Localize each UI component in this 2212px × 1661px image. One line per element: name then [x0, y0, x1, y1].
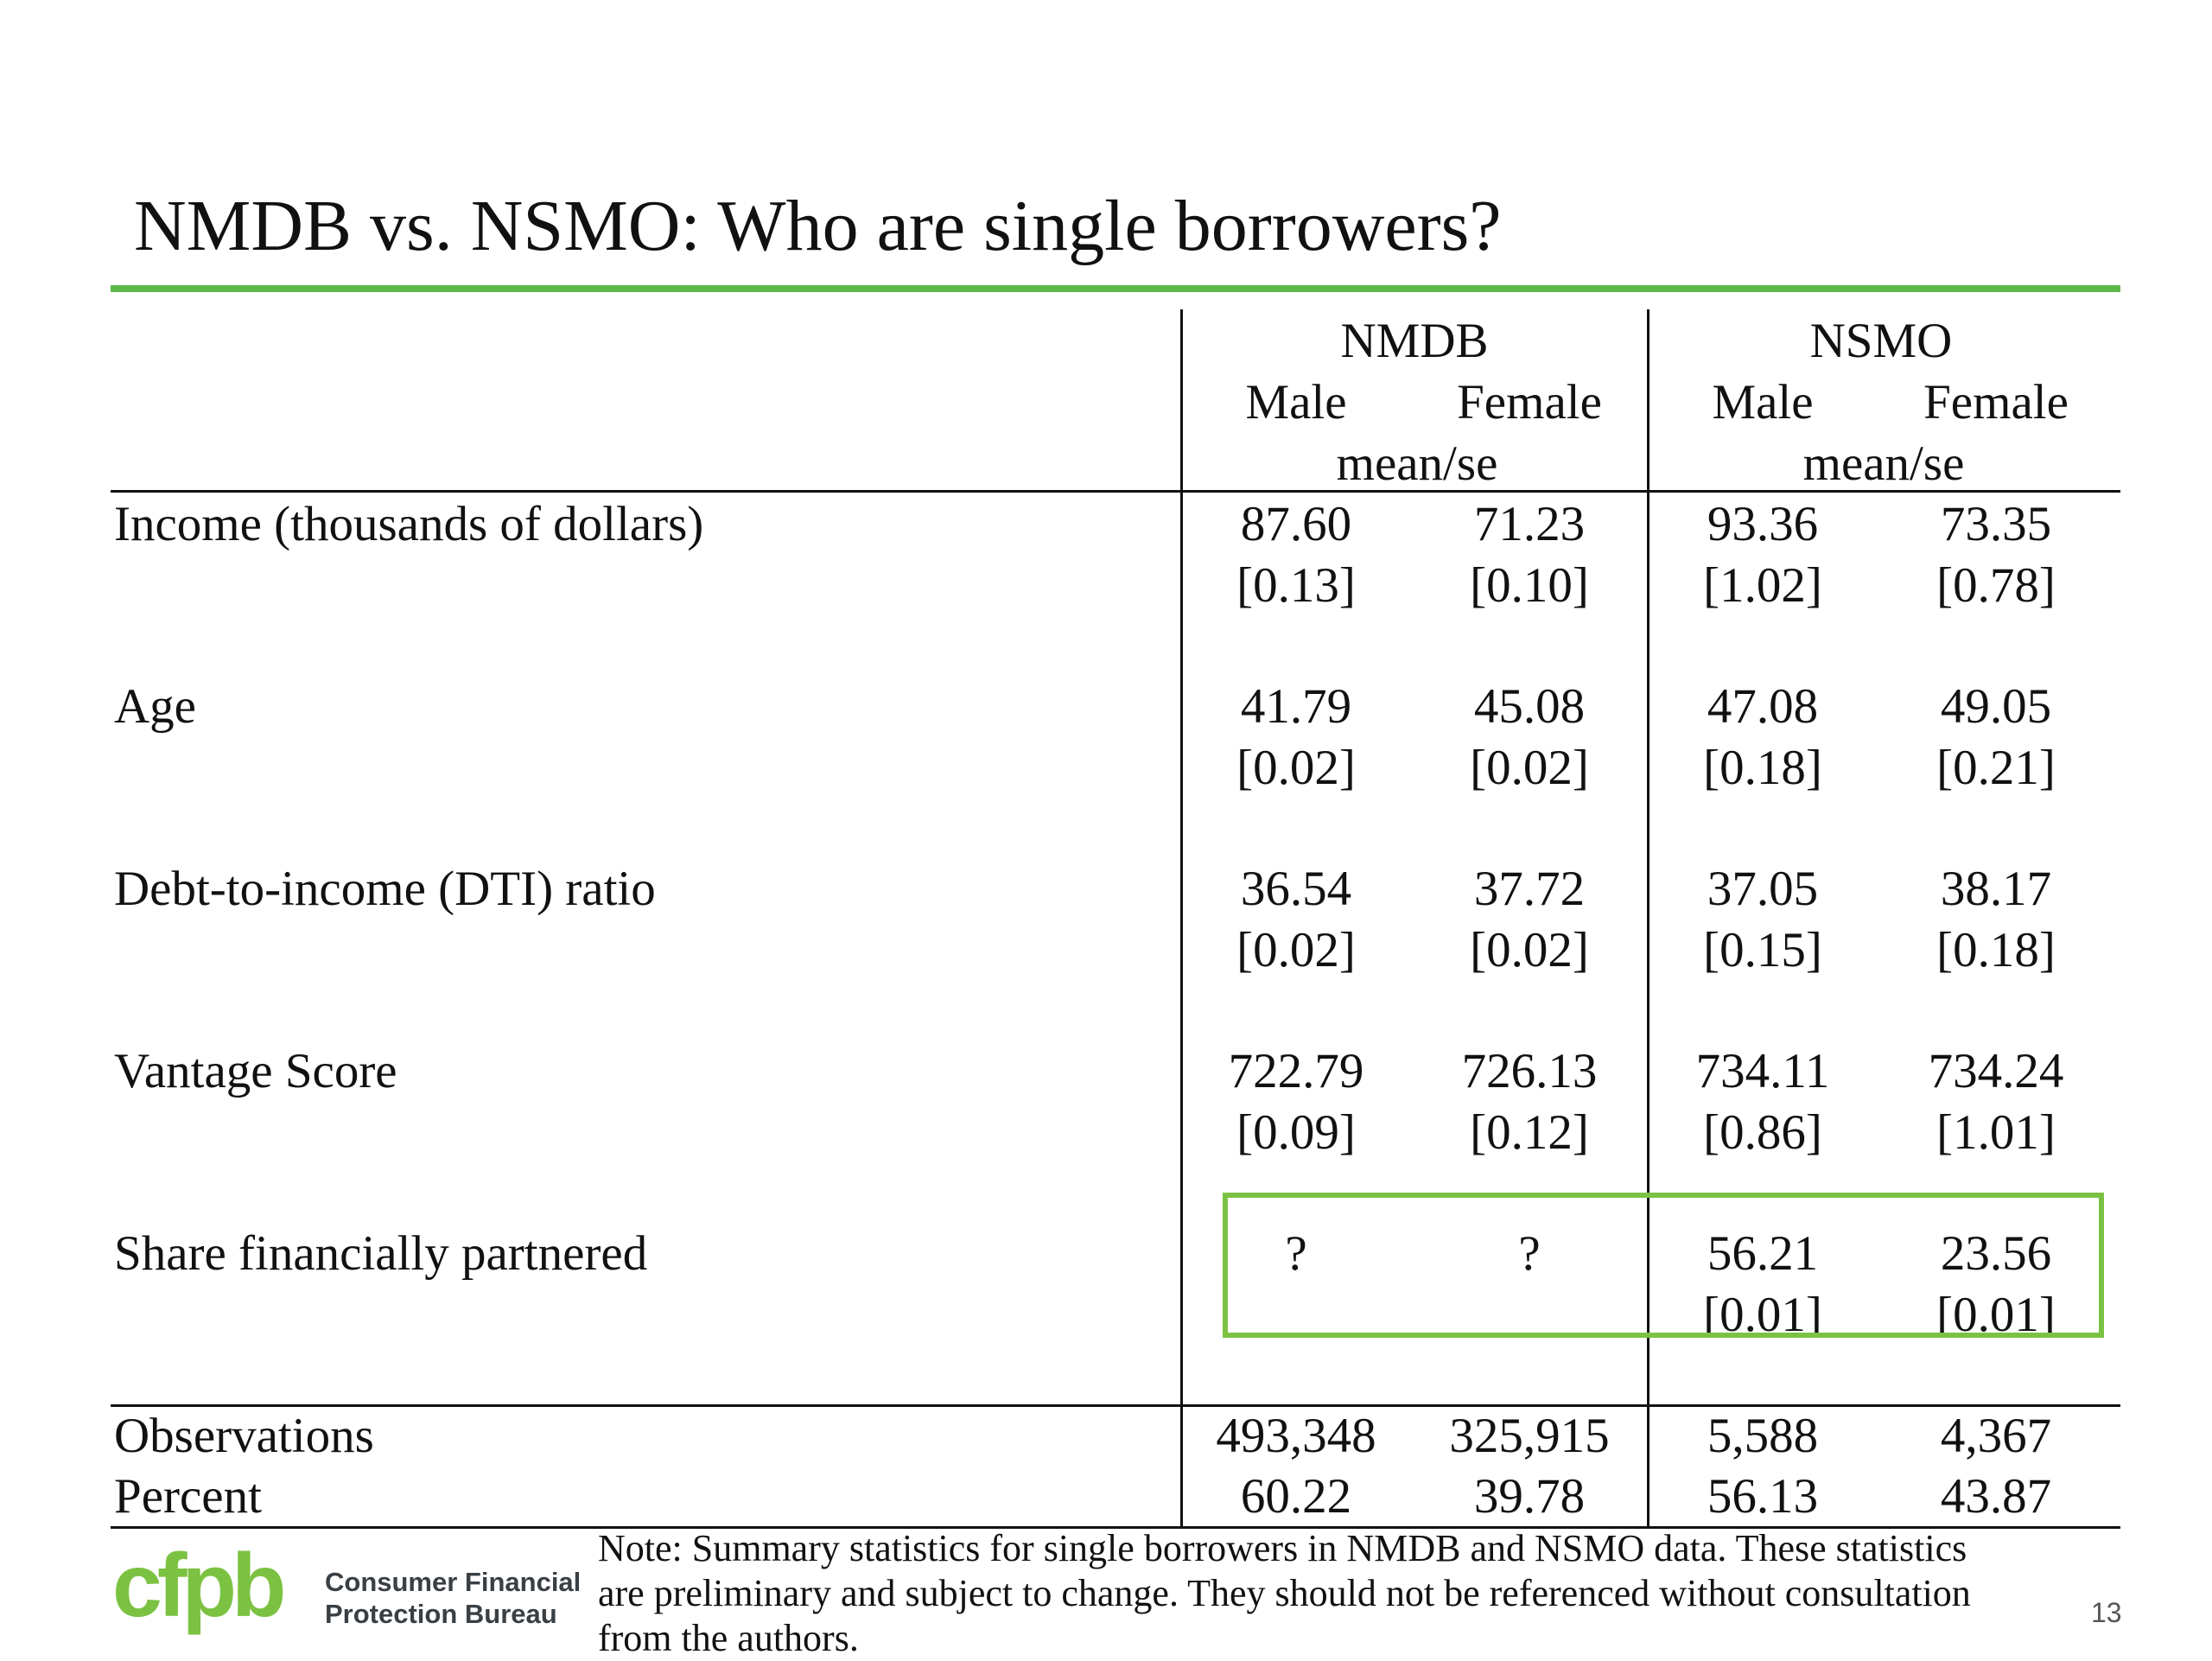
- observations-cell: 5,588: [1707, 1409, 1819, 1463]
- cfpb-logo-icon: cfpb: [112, 1545, 289, 1636]
- mean-cell: 73.35: [1940, 497, 2052, 551]
- title-rule: [111, 285, 2120, 292]
- highlight-box: [1223, 1193, 2104, 1338]
- se-cell: [0.21]: [1936, 741, 2056, 795]
- se-cell: [0.10]: [1470, 558, 1589, 613]
- percent-cell: 39.78: [1473, 1469, 1586, 1524]
- mean-cell: 36.54: [1240, 862, 1352, 916]
- mean-cell: 49.05: [1940, 679, 2052, 734]
- mean-cell: 45.08: [1473, 679, 1586, 734]
- note-line: Note: Summary statistics for single borr…: [598, 1527, 1967, 1569]
- se-cell: [1.02]: [1703, 558, 1822, 613]
- row-label-vantage-score: Vantage Score: [114, 1044, 397, 1098]
- mean-cell: 37.72: [1473, 862, 1586, 916]
- observations-cell: 325,915: [1449, 1409, 1610, 1463]
- mean-cell: 71.23: [1473, 497, 1586, 551]
- row-label-percent: Percent: [114, 1469, 262, 1524]
- subheader-nmdb-female: Female: [1457, 375, 1602, 430]
- stat-label-nsmo: mean/se: [1802, 436, 1965, 491]
- table-bottom-rule: [111, 1526, 2120, 1529]
- mean-cell: 41.79: [1240, 679, 1352, 734]
- se-cell: [0.02]: [1470, 741, 1589, 795]
- group-header-nsmo: NSMO: [1809, 314, 1953, 368]
- header-bottom-rule: [111, 490, 2120, 493]
- se-cell: [0.15]: [1703, 923, 1822, 977]
- mean-cell: 93.36: [1707, 497, 1819, 551]
- mean-cell: 734.24: [1928, 1044, 2064, 1098]
- se-cell: [0.02]: [1470, 923, 1589, 977]
- subheader-nmdb-male: Male: [1245, 375, 1347, 430]
- se-cell: [0.78]: [1936, 558, 2056, 613]
- row-label-age: Age: [114, 679, 196, 734]
- note-line: are preliminary and subject to change. T…: [598, 1572, 1971, 1614]
- percent-cell: 60.22: [1240, 1469, 1352, 1524]
- mean-cell: 56.21: [1707, 1226, 1819, 1281]
- mean-cell: 37.05: [1707, 862, 1819, 916]
- group-header-nmdb: NMDB: [1340, 314, 1489, 368]
- logo-line-2: Protection Bureau: [325, 1599, 557, 1629]
- percent-cell: 43.87: [1940, 1469, 2052, 1524]
- mean-cell: 23.56: [1940, 1226, 2052, 1281]
- body-bottom-rule: [111, 1404, 2120, 1407]
- mean-cell: 87.60: [1240, 497, 1352, 551]
- se-cell: [0.12]: [1470, 1105, 1589, 1160]
- row-label-income: Income (thousands of dollars): [114, 497, 704, 551]
- se-cell: [0.18]: [1936, 923, 2056, 977]
- mean-cell: 47.08: [1707, 679, 1819, 734]
- se-cell: [0.02]: [1236, 741, 1356, 795]
- subheader-nsmo-female: Female: [1923, 375, 2069, 430]
- row-label-share-financially-partnered: Share financially partnered: [114, 1226, 648, 1281]
- mean-cell: 38.17: [1940, 862, 2052, 916]
- mean-cell: ?: [1285, 1226, 1307, 1281]
- mean-cell: 722.79: [1228, 1044, 1364, 1098]
- column-divider-left: [1180, 309, 1183, 1526]
- note-line: from the authors.: [598, 1617, 859, 1659]
- slide-title: NMDB vs. NSMO: Who are single borrowers?: [134, 186, 1502, 266]
- percent-cell: 56.13: [1707, 1469, 1819, 1524]
- row-label-dti: Debt-to-income (DTI) ratio: [114, 862, 656, 916]
- mean-cell: 726.13: [1461, 1044, 1598, 1098]
- row-label-observations: Observations: [114, 1409, 374, 1463]
- logo-mark: cfpb: [112, 1545, 283, 1636]
- column-divider-right: [1647, 309, 1649, 1526]
- logo-line-1: Consumer Financial: [325, 1567, 582, 1597]
- observations-cell: 493,348: [1216, 1409, 1376, 1463]
- se-cell: [0.09]: [1236, 1105, 1356, 1160]
- page-number: 13: [2091, 1597, 2122, 1628]
- subheader-nsmo-male: Male: [1712, 375, 1814, 430]
- stat-label-nmdb: mean/se: [1336, 436, 1498, 491]
- observations-cell: 4,367: [1940, 1409, 2052, 1463]
- mean-cell: 734.11: [1695, 1044, 1830, 1098]
- se-cell: [0.86]: [1703, 1105, 1822, 1160]
- se-cell: [1.01]: [1936, 1105, 2056, 1160]
- mean-cell: ?: [1518, 1226, 1541, 1281]
- se-cell: [0.18]: [1703, 741, 1822, 795]
- footnote: Note: Summary statistics for single borr…: [598, 1526, 2093, 1661]
- se-cell: [0.02]: [1236, 923, 1356, 977]
- logo-wordmark: Consumer Financial Protection Bureau: [325, 1566, 581, 1630]
- se-cell: [0.13]: [1236, 558, 1356, 613]
